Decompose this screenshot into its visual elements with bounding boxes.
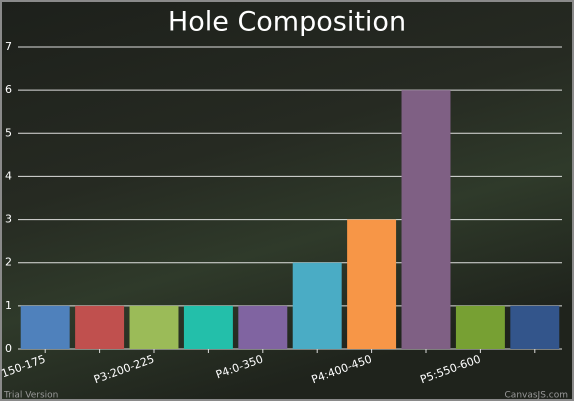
bar <box>292 262 342 349</box>
bar <box>455 305 505 349</box>
y-tick-label: 0 <box>5 342 12 355</box>
bar <box>401 90 451 350</box>
bar <box>129 305 179 349</box>
credit: CanvasJS.com <box>505 391 568 401</box>
y-tick-label: 2 <box>5 256 12 269</box>
y-tick-label: 3 <box>5 213 12 226</box>
bar <box>510 305 560 349</box>
bar <box>238 305 288 349</box>
chart-title: Hole Composition <box>168 7 406 38</box>
y-tick-label: 5 <box>5 126 12 139</box>
bar <box>183 305 233 349</box>
y-tick-label: 4 <box>5 169 12 182</box>
bar <box>75 305 125 349</box>
bar <box>347 219 397 349</box>
y-tick-label: 1 <box>5 299 12 312</box>
y-tick-label: 6 <box>5 83 12 96</box>
bar <box>20 305 70 349</box>
credit: Trial Version <box>3 391 58 401</box>
y-tick-label: 7 <box>5 40 12 53</box>
